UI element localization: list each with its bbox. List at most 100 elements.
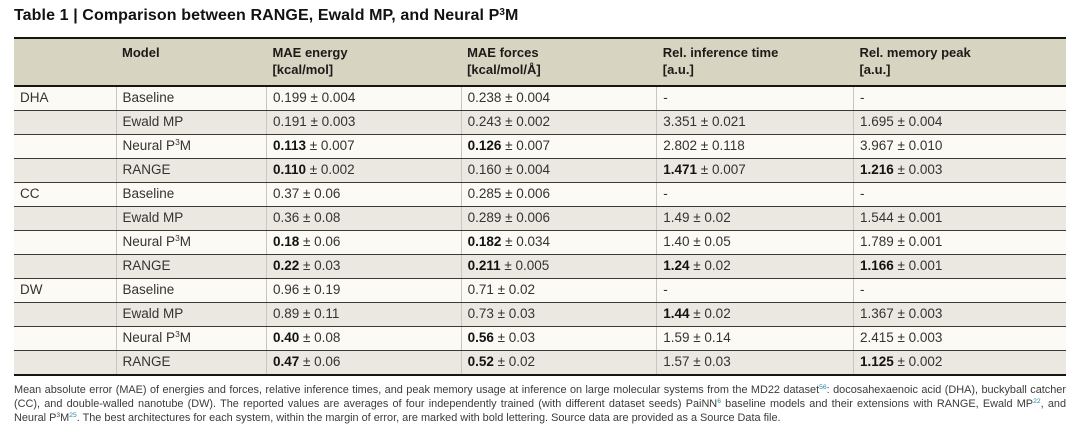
value-cell: -: [656, 278, 854, 303]
system-cell: DW: [14, 278, 117, 303]
value-cell: 0.96 ± 0.19: [265, 278, 462, 303]
value-mean: 1.44: [663, 306, 690, 321]
system-cell: [14, 230, 117, 255]
text-segment: Ewald MP: [122, 210, 184, 225]
value-cell: 1.44 ± 0.02: [656, 302, 854, 327]
table-row: Ewald MP 0.191 ± 0.003 0.243 ± 0.002 3.351 …: [14, 110, 1066, 135]
value-mean: 0.18: [272, 234, 300, 249]
system-cell: [14, 206, 117, 231]
value-mean: 3.351: [663, 114, 698, 129]
text-segment: M: [504, 7, 519, 24]
citation-ref[interactable]: 6: [717, 398, 721, 406]
model-cell: Neural P3M: [115, 134, 267, 159]
value-mean: 0.56: [467, 330, 494, 345]
system-cell: [14, 326, 117, 351]
value-mean: 0.211: [467, 258, 501, 273]
value-cell: 1.24 ± 0.02: [656, 254, 854, 279]
column-header: MAE forces [kcal/mol/Å]: [461, 37, 657, 87]
value-cell: 0.160 ± 0.004: [460, 158, 657, 183]
table-header: Model MAE energy [kcal/mol] MAE forces [kcal…: [14, 37, 1066, 87]
value-cell: 0.18 ± 0.06: [265, 230, 462, 255]
model-cell: Ewald MP: [115, 302, 267, 327]
column-header: Rel. memory peak [a.u.]: [853, 37, 1066, 87]
value-cell: 1.367 ± 0.003: [852, 302, 1066, 327]
value-mean: 1.59: [663, 330, 690, 345]
text-segment: Baseline: [122, 186, 175, 201]
value-cell: 0.36 ± 0.08: [265, 206, 462, 231]
text-segment: Baseline: [122, 90, 175, 105]
value-cell: 1.789 ± 0.001: [852, 230, 1066, 255]
text-segment: . The best architectures for each system…: [76, 412, 781, 424]
value-mean: 0.126: [467, 138, 502, 153]
text-segment: Ewald MP: [122, 114, 184, 129]
value-cell: 0.71 ± 0.02: [460, 278, 657, 303]
value-cell: 1.544 ± 0.001: [852, 206, 1066, 231]
value-mean: 0.71: [467, 282, 494, 297]
value-cell: -: [656, 86, 854, 111]
text-segment: 3: [56, 412, 61, 420]
value-mean: 0.36: [272, 210, 300, 225]
value-cell: 0.285 ± 0.006: [460, 182, 657, 207]
value-mean: 0.289: [467, 210, 502, 225]
value-mean: 0.47: [272, 354, 300, 369]
system-cell: [14, 350, 117, 376]
value-mean: -: [859, 186, 865, 201]
text-segment: 3: [175, 329, 180, 340]
value-mean: 1.57: [663, 354, 690, 369]
value-cell: 0.52 ± 0.02: [460, 350, 657, 376]
model-cell: RANGE: [115, 158, 267, 183]
text-segment: M: [60, 412, 70, 424]
value-mean: 0.22: [272, 258, 300, 273]
value-mean: 0.110: [272, 162, 306, 177]
system-cell: [14, 158, 117, 183]
model-cell: Baseline: [115, 182, 267, 207]
column-header: Model: [116, 37, 267, 87]
table-title: Table 1 | Comparison between RANGE, Ewal…: [14, 6, 1066, 26]
value-mean: 1.789: [859, 234, 894, 249]
value-mean: 0.191: [272, 114, 307, 129]
comparison-table: Model MAE energy [kcal/mol] MAE forces [kcal…: [14, 37, 1066, 376]
column-unit: [a.u.]: [662, 62, 694, 77]
value-mean: 0.40: [272, 330, 300, 345]
value-cell: 0.37 ± 0.06: [265, 182, 462, 207]
system-cell: DHA: [14, 86, 117, 111]
value-mean: 1.166: [859, 258, 894, 273]
value-cell: 0.191 ± 0.003: [265, 110, 462, 135]
value-mean: -: [663, 90, 668, 105]
value-cell: 0.126 ± 0.007: [460, 134, 657, 159]
value-cell: 0.40 ± 0.08: [265, 326, 462, 351]
table-row: RANGE 0.47 ± 0.06 0.52 ± 0.02 1.57 ± 0.03 1.…: [14, 350, 1066, 376]
system-cell: [14, 302, 117, 327]
value-cell: 0.289 ± 0.006: [460, 206, 657, 231]
value-mean: 2.802: [663, 138, 698, 153]
value-cell: -: [852, 182, 1066, 207]
value-mean: 1.367: [859, 306, 894, 321]
column-label: MAE energy: [272, 45, 348, 60]
text-segment: 3: [175, 233, 180, 244]
citation-ref[interactable]: 25: [69, 412, 77, 420]
citation-ref[interactable]: 22: [1033, 398, 1041, 406]
value-cell: -: [852, 86, 1066, 111]
table-row: Neural P3M 0.113 ± 0.007 0.126 ± 0.007 2.80…: [14, 134, 1066, 159]
text-segment: Ewald MP: [122, 306, 184, 321]
value-mean: 0.37: [272, 186, 300, 201]
column-label: Model: [122, 45, 160, 60]
table-row: RANGE 0.22 ± 0.03 0.211 ± 0.005 1.24 ± 0.02…: [14, 254, 1066, 279]
column-label: Rel. memory peak: [859, 45, 971, 60]
text-segment: 3: [175, 137, 180, 148]
table-row: RANGE 0.110 ± 0.002 0.160 ± 0.004 1.471 ± 0…: [14, 158, 1066, 183]
value-cell: 0.110 ± 0.002: [265, 158, 462, 183]
model-cell: Ewald MP: [115, 206, 267, 231]
citation-ref[interactable]: 56: [819, 384, 827, 392]
value-cell: 0.182 ± 0.034: [460, 230, 657, 255]
value-cell: 0.211 ± 0.005: [460, 254, 657, 279]
value-mean: 0.285: [467, 186, 502, 201]
table-row: CC Baseline 0.37 ± 0.06 0.285 ± 0.006- -: [14, 182, 1066, 207]
value-cell: 3.351 ± 0.021: [656, 110, 854, 135]
text-segment: baseline models and their extensions wit…: [720, 398, 1034, 410]
column-header: Rel. inference time [a.u.]: [656, 37, 854, 87]
value-cell: 1.216 ± 0.003: [852, 158, 1066, 183]
model-cell: RANGE: [115, 254, 267, 279]
value-cell: 1.49 ± 0.02: [656, 206, 854, 231]
